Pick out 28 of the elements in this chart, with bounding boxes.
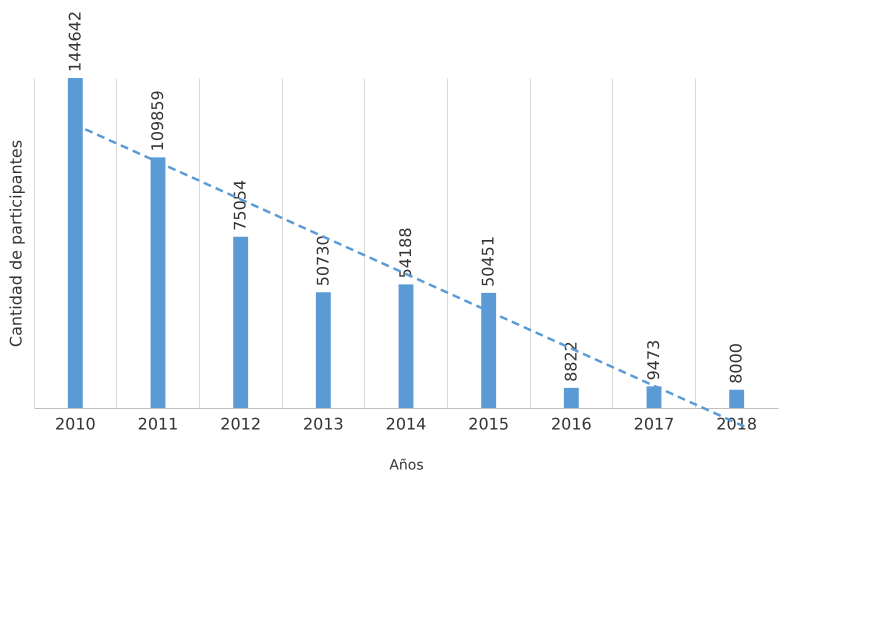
data-label: 9473 xyxy=(644,340,663,380)
x-axis-title: Años xyxy=(389,458,424,474)
x-tick-label: 2016 xyxy=(550,414,592,434)
bar xyxy=(150,157,166,408)
x-tick-label: 2011 xyxy=(138,414,178,434)
bar xyxy=(729,390,744,408)
x-tick-label: 2013 xyxy=(302,414,344,434)
x-tick-label: 2017 xyxy=(634,414,674,434)
data-label: 8000 xyxy=(726,343,746,384)
bar xyxy=(481,292,496,408)
bar xyxy=(316,292,331,408)
data-label: 8822 xyxy=(561,341,580,382)
x-tick-label: 2015 xyxy=(468,414,510,434)
x-tick-label: 2010 xyxy=(54,414,96,434)
bar xyxy=(646,386,662,408)
bar xyxy=(68,78,83,408)
bar xyxy=(233,236,248,408)
bar xyxy=(398,284,414,408)
data-label: 109859 xyxy=(148,90,167,152)
data-label: 75054 xyxy=(230,180,250,231)
data-label: 144642 xyxy=(65,10,84,72)
data-label: 54188 xyxy=(396,227,415,278)
data-label: 50451 xyxy=(478,236,498,287)
x-tick-label: 2018 xyxy=(716,414,758,434)
bar xyxy=(564,388,579,408)
x-tick-label: 2014 xyxy=(386,414,426,434)
y-axis-title: Cantidad de participantes xyxy=(6,140,26,348)
x-tick-label: 2012 xyxy=(220,414,262,434)
